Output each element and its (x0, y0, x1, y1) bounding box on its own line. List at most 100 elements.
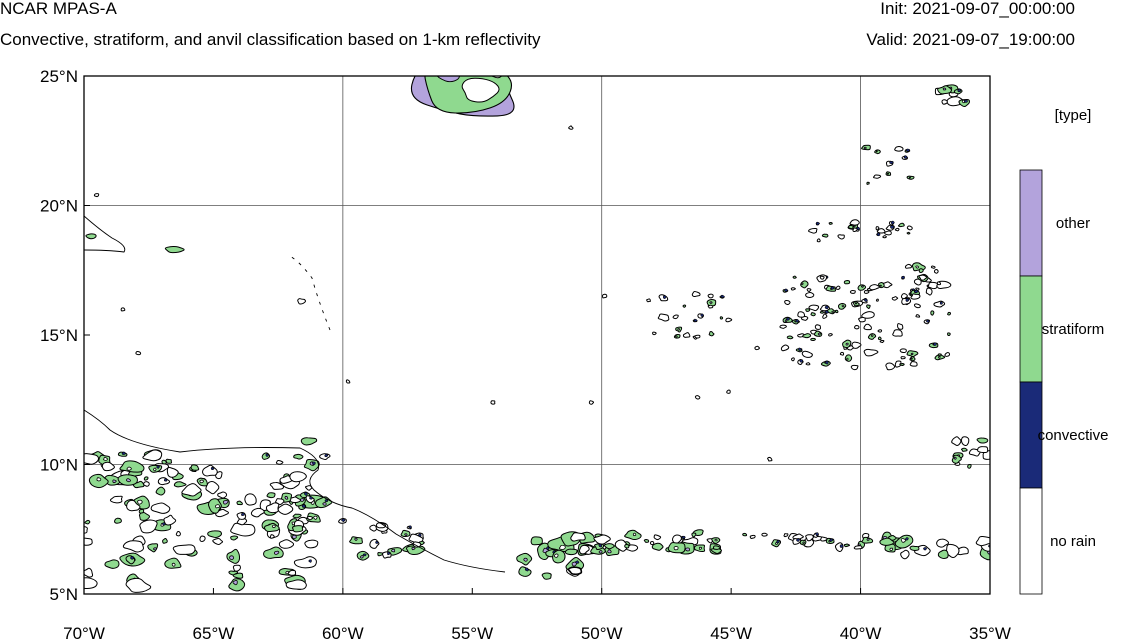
precip-cell (825, 360, 829, 365)
precip-cell (175, 530, 181, 537)
precip-cell (691, 532, 697, 538)
precip-cell (851, 341, 862, 349)
precip-cell (976, 437, 989, 444)
precip-cell (892, 329, 903, 337)
precip-cell (805, 292, 815, 298)
precip-cell (960, 447, 968, 452)
precip-cell (815, 532, 819, 537)
precip-cell (839, 351, 845, 356)
precip-cell (824, 310, 829, 314)
precip-cell (885, 362, 896, 371)
precip-cell (913, 303, 921, 309)
precip-cell (698, 546, 703, 550)
precip-cell (114, 517, 122, 524)
precip-cell (120, 307, 126, 312)
precip-cell (827, 308, 836, 315)
precip-cell (230, 522, 256, 537)
precip-cell (682, 304, 687, 308)
precip-cell (903, 155, 908, 159)
precip-cell (846, 357, 849, 361)
legend-label-no-rain: no rain (1050, 533, 1096, 550)
precip-cell (150, 502, 171, 514)
precip-cell (930, 265, 936, 269)
precip-cell (923, 547, 927, 551)
precip-cell (646, 298, 651, 303)
map-title: NCAR MPAS-A (0, 0, 117, 18)
precip-cell (906, 231, 911, 235)
precip-cell (624, 529, 642, 541)
precip-cell (779, 324, 787, 329)
precip-cell (593, 534, 611, 545)
precip-cell (910, 293, 921, 300)
precip-cell (802, 333, 812, 339)
lat-tick-label: 20°N (40, 197, 78, 216)
precip-cell (121, 451, 126, 455)
precip-cell (125, 577, 152, 593)
precip-cell (939, 301, 943, 305)
precip-cell (241, 512, 245, 517)
precip-cell (408, 525, 412, 529)
precip-cell (190, 464, 200, 471)
precip-cell (202, 464, 218, 477)
precip-cell (265, 453, 269, 457)
precip-cell (930, 310, 935, 316)
precip-cell (937, 549, 949, 559)
legend-label-stratiform: stratiform (1041, 321, 1105, 338)
precip-cell (312, 461, 316, 466)
precip-cell (821, 233, 829, 238)
precip-cell (222, 499, 229, 505)
precip-cell (643, 538, 650, 543)
precip-cell (837, 234, 845, 240)
precip-cell (904, 263, 913, 269)
lat-tick-label: 25°N (40, 67, 78, 86)
precip-cell (900, 549, 910, 560)
precip-cell (304, 492, 308, 496)
legend-colorbar (1019, 169, 1043, 595)
lat-tick-label: 5°N (49, 585, 78, 604)
precip-cell (876, 228, 886, 234)
precip-cell (875, 226, 880, 231)
precip-cell (681, 535, 686, 539)
precip-cell (707, 293, 714, 299)
precip-cell (726, 389, 731, 394)
precip-cell (879, 339, 885, 344)
precip-cell (953, 456, 957, 460)
axis-ticks: 70°W 65°W 60°W 55°W 50°W 45°W 40°W 35°W 5°N 10°N 1… (40, 67, 1011, 641)
precip-cell (947, 311, 952, 316)
lon-tick-label: 50°W (581, 624, 623, 641)
precip-cell (297, 298, 306, 305)
legend-title: [type] (1054, 107, 1092, 124)
precip-cell (873, 174, 882, 179)
precip-cell (785, 317, 790, 321)
precip-cell (153, 467, 157, 472)
precip-cell (749, 534, 756, 539)
precip-cell (101, 461, 115, 472)
precip-cell (801, 350, 813, 358)
precip-cell (269, 481, 285, 490)
precip-cell (819, 310, 824, 314)
precip-cell (879, 537, 895, 546)
lon-tick-label: 70°W (63, 624, 105, 641)
precip-cell (84, 526, 88, 534)
precip-cell (341, 518, 346, 522)
precip-cell (691, 291, 701, 298)
precip-cell (301, 504, 306, 508)
precip-cell (700, 313, 704, 317)
precip-cell (831, 310, 834, 314)
precip-cell (360, 555, 364, 559)
precip-cell (598, 550, 603, 554)
precip-cell (861, 311, 875, 319)
precip-cell (164, 245, 185, 254)
precip-cell (884, 230, 892, 236)
precip-cell (672, 314, 679, 320)
lat-tick-label: 10°N (40, 456, 78, 475)
precip-cells (84, 76, 990, 593)
precip-cell (518, 566, 532, 577)
precip-cell (173, 481, 187, 488)
precip-cell (894, 360, 902, 368)
precip-cell (293, 453, 304, 460)
precip-cell (908, 176, 911, 179)
precip-cell (523, 557, 528, 562)
precip-cell (162, 537, 168, 544)
precip-cell (217, 491, 228, 499)
